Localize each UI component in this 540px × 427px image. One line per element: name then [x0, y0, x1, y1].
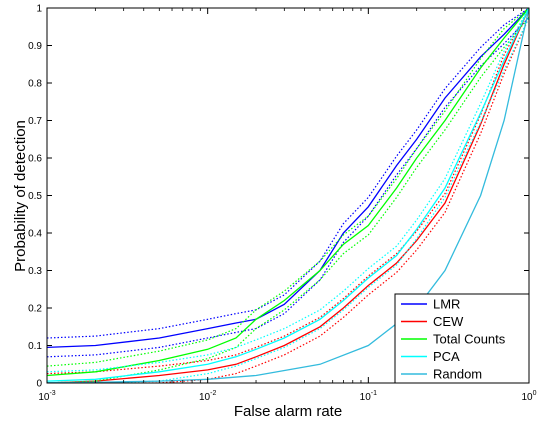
x-tick-label: 10-2: [199, 390, 216, 403]
x-axis-label: False alarm rate: [234, 403, 342, 420]
y-tick-label: 0.3: [28, 266, 42, 277]
x-tick-label: 10-1: [360, 390, 377, 403]
y-tick-label: 0.5: [28, 191, 42, 202]
y-tick-label: 0.8: [28, 79, 42, 90]
x-tick-label: 10-3: [38, 390, 55, 403]
legend-label-pca: PCA: [433, 349, 460, 364]
legend-label-random: Random: [433, 367, 482, 382]
y-tick-label: 0: [36, 379, 42, 390]
y-tick-label: 0.6: [28, 154, 42, 165]
y-axis-label: Probability of detection: [12, 120, 29, 272]
legend-label-total-counts: Total Counts: [433, 332, 506, 347]
y-tick-label: 0.1: [28, 341, 42, 352]
legend-label-cew: CEW: [433, 314, 464, 329]
y-tick-label: 0.9: [28, 41, 42, 52]
y-tick-label: 0.2: [28, 304, 42, 315]
y-tick-label: 1: [36, 4, 42, 15]
legend: LMR CEW Total Counts PCA Random: [395, 294, 529, 383]
legend-label-lmr: LMR: [433, 297, 460, 312]
x-tick-label: 100: [521, 390, 536, 403]
y-tick-label: 0.4: [28, 229, 42, 240]
y-tick-label: 0.7: [28, 116, 42, 127]
